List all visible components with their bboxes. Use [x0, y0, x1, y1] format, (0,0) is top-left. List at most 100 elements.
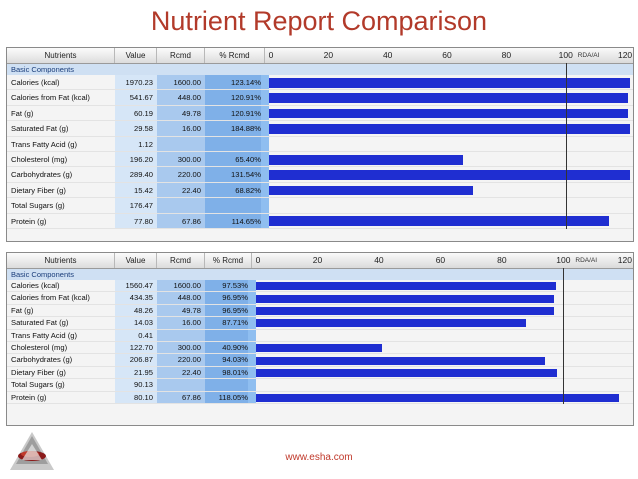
pct-column-bg [205, 75, 265, 229]
percent-bar [269, 108, 628, 119]
nutrient-value: 176.47 [129, 201, 153, 211]
nutrient-value: 48.26 [133, 305, 153, 315]
nutrient-name: Dietary Fiber (g) [11, 367, 66, 377]
footer-url: www.esha.com [285, 452, 353, 463]
nutrient-value: 206.87 [129, 355, 153, 365]
recommended-value: 220.00 [177, 170, 201, 180]
recommended-value: 1600.00 [173, 281, 201, 290]
nutrient-row[interactable]: Calories from Fat (kcal) 434.35 448.00 96.9… [7, 292, 633, 304]
percent-recommended: 98.01% [222, 367, 248, 377]
nutrients-column-header[interactable]: Nutrients [7, 253, 115, 268]
nutrient-name: Calories from Fat (kcal) [11, 93, 90, 103]
section-label: Basic Components [11, 65, 74, 74]
rcmd-column-header[interactable]: Rcmd [157, 253, 205, 268]
recommended-value: 220.00 [177, 355, 201, 365]
recommended-value: 67.86 [181, 216, 201, 226]
percent-bar [256, 294, 554, 303]
nutrient-row[interactable]: Cholesterol (mg) 196.20 300.00 65.40% [7, 152, 633, 167]
percent-recommended: 97.53% [222, 281, 248, 290]
nutrient-value: 1.12 [138, 139, 153, 149]
nutrient-row[interactable]: Calories (kcal) 1970.23 1600.00 123.14% [7, 75, 633, 90]
nutrient-row[interactable]: Protein (g) 77.80 67.86 114.65% [7, 214, 633, 229]
percent-recommended: 96.95% [222, 305, 248, 315]
rda-ai-label: RDA/AI [575, 257, 598, 264]
axis-zero-strip [261, 75, 269, 229]
axis-tick-label: 40 [374, 255, 384, 265]
nutrient-value: 21.95 [133, 367, 153, 377]
nutrient-name: Protein (g) [11, 392, 47, 402]
recommended-value: 448.00 [177, 293, 201, 303]
nutrient-name: Calories (kcal) [11, 281, 60, 290]
nutrient-value: 0.41 [138, 330, 153, 340]
recommended-value: 67.86 [181, 392, 201, 402]
nutrient-row[interactable]: Calories from Fat (kcal) 541.67 448.00 120.… [7, 90, 633, 105]
nutrient-name: Carbohydrates (g) [11, 170, 73, 180]
nutrient-row[interactable]: Cholesterol (mg) 122.70 300.00 40.90% [7, 342, 633, 354]
nutrient-report-2: Nutrients Value Rcmd% Rcmd 0 20 40 60 80 100 120 R… [6, 252, 634, 426]
axis-tick-label: 80 [501, 50, 512, 60]
nutrient-row[interactable]: Carbohydrates (g) 289.40 220.00 131.54% [7, 167, 633, 182]
nutrient-row[interactable]: Dietary Fiber (g) 21.95 22.40 98.01% [7, 367, 633, 379]
row-separator [7, 166, 633, 168]
row-separator [7, 228, 633, 229]
rcmd-column-header[interactable]: Rcmd [157, 48, 205, 63]
section-label: Basic Components [11, 270, 74, 279]
axis-tick-label: 100 [556, 255, 571, 265]
recommended-value: 22.40 [181, 185, 201, 195]
nutrient-row[interactable]: Trans Fatty Acid (g) 1.12 [7, 137, 633, 152]
row-separator [7, 291, 633, 293]
nutrient-row[interactable]: Protein (g) 80.10 67.86 118.05% [7, 392, 633, 404]
row-separator [7, 378, 633, 380]
row-separator [7, 328, 633, 330]
nutrient-row[interactable]: Saturated Fat (g) 29.58 16.00 184.88% [7, 121, 633, 136]
column-header-row: Nutrients Value Rcmd% Rcmd 0 20 40 60 80 100 120 R… [7, 48, 633, 64]
nutrient-row[interactable]: Fat (g) 48.26 49.78 96.95% [7, 305, 633, 317]
pct-rcmd-column-header[interactable]: % Rcmd [205, 48, 265, 63]
nutrient-name: Fat (g) [11, 108, 34, 118]
percent-recommended: 123.14% [231, 78, 261, 87]
row-separator [7, 135, 633, 137]
rda-ai-label: RDA/AI [577, 52, 600, 59]
percent-recommended: 94.03% [222, 355, 248, 365]
recommended-value: 49.78 [181, 305, 201, 315]
nutrient-row[interactable]: Total Sugars (g) 90.13 [7, 379, 633, 391]
nutrient-value: 77.80 [133, 216, 153, 226]
nutrient-value: 196.20 [129, 155, 153, 164]
nutrient-row[interactable]: Dietary Fiber (g) 15.42 22.40 68.82% [7, 183, 633, 198]
percent-recommended: 40.90% [222, 343, 248, 352]
nutrients-column-header[interactable]: Nutrients [7, 48, 115, 63]
row-separator [7, 316, 633, 318]
axis-tick-label: 40 [382, 50, 393, 60]
percent-bar [256, 307, 554, 315]
row-separator [7, 390, 633, 392]
row-separator [7, 212, 633, 214]
percent-recommended: 65.40% [235, 155, 261, 164]
percent-recommended: 120.91% [231, 93, 261, 103]
axis-tick-label: 120 [617, 50, 633, 60]
value-column-header[interactable]: Value [115, 48, 157, 63]
nutrient-row[interactable]: Saturated Fat (g) 14.03 16.00 87.71% [7, 317, 633, 329]
row-separator [7, 353, 633, 355]
nutrient-row[interactable]: Carbohydrates (g) 206.87 220.00 94.03% [7, 354, 633, 366]
nutrient-name: Total Sugars (g) [11, 380, 65, 390]
nutrient-name: Protein (g) [11, 216, 47, 226]
nutrient-row[interactable]: Calories (kcal) 1560.47 1600.00 97.53% [7, 280, 633, 292]
value-column-bg [115, 280, 157, 404]
recommended-value: 22.40 [181, 367, 201, 377]
percent-bar [269, 93, 628, 103]
nutrient-row[interactable]: Trans Fatty Acid (g) 0.41 [7, 330, 633, 342]
percent-bar [256, 319, 526, 328]
axis-tick-label: 60 [442, 50, 452, 60]
nutrient-name: Calories from Fat (kcal) [11, 293, 90, 303]
nutrient-name: Total Sugars (g) [11, 201, 65, 211]
pct-rcmd-column-header[interactable]: % Rcmd [205, 253, 252, 268]
column-header-row: Nutrients Value Rcmd% Rcmd 0 20 40 60 80 100 120 R… [7, 253, 633, 269]
slide-title: Nutrient Report Comparison [150, 6, 488, 36]
value-column-header[interactable]: Value [115, 253, 157, 268]
nutrient-row[interactable]: Fat (g) 60.19 49.78 120.91% [7, 106, 633, 121]
nutrient-value: 541.67 [129, 93, 153, 103]
nutrient-name: Dietary Fiber (g) [11, 185, 66, 195]
esha-logo-icon [10, 432, 54, 470]
nutrient-row[interactable]: Total Sugars (g) 176.47 [7, 198, 633, 213]
percent-bar [256, 369, 558, 377]
